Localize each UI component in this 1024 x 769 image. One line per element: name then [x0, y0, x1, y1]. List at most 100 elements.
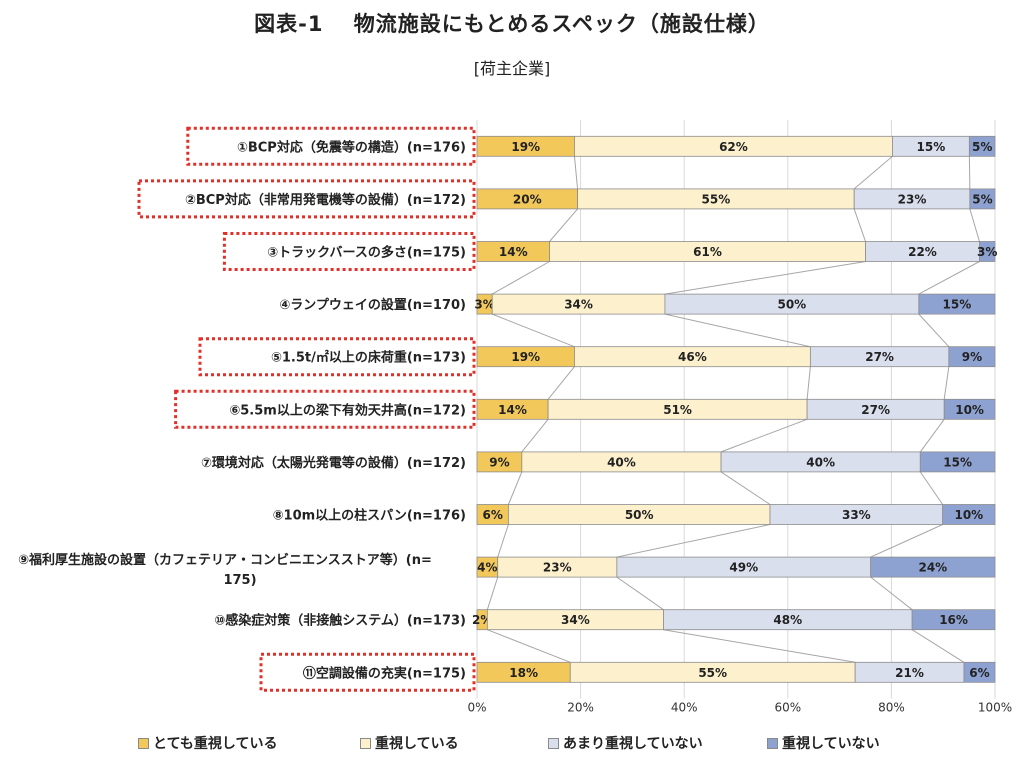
- data-label: 15%: [917, 140, 946, 154]
- data-label: 15%: [943, 455, 972, 469]
- data-label: 19%: [511, 140, 540, 154]
- bar-segment: [870, 556, 996, 578]
- series-line: [853, 208, 866, 242]
- chart-subtitle: [荷主企業]: [473, 59, 551, 78]
- data-label: 9%: [962, 350, 982, 364]
- data-label: 3%: [474, 298, 494, 312]
- series-line: [521, 418, 549, 453]
- data-label: 14%: [498, 403, 527, 417]
- series-line: [969, 208, 980, 242]
- data-label: 4%: [477, 561, 497, 575]
- series-line: [919, 471, 944, 505]
- category-label: ⑧10m以上の柱スパン(n=176): [273, 508, 466, 524]
- data-label: 23%: [543, 561, 572, 575]
- bar-segment: [911, 609, 996, 631]
- x-tick-label: 60%: [774, 701, 801, 715]
- bars: 19% 62% 15% 5% 20% 55% 23% 5% 14% 61% 22% 3% 3% 34% 50…: [472, 135, 997, 683]
- category-label: ⑪空調設備の充実(n=175): [303, 665, 466, 681]
- series-line: [870, 524, 943, 558]
- data-label: 61%: [693, 245, 722, 259]
- data-label: 50%: [777, 298, 806, 312]
- legend-swatch: [767, 737, 778, 749]
- data-label: 16%: [939, 613, 968, 627]
- legend-swatch: [360, 737, 371, 749]
- legend-label: あまり重視していない: [563, 736, 703, 752]
- highlight-box: [186, 126, 476, 166]
- legend-item: あまり重視していない: [548, 733, 703, 753]
- series-line: [616, 576, 664, 611]
- data-label: 5%: [972, 140, 992, 154]
- data-label: 27%: [865, 350, 894, 364]
- data-label: 51%: [663, 403, 692, 417]
- legend-item: 重視している: [360, 733, 459, 753]
- series-line: [497, 524, 509, 558]
- x-tick-label: 0%: [467, 701, 486, 715]
- category-label: ②BCP対応（非常用発電機等の設備）(n=172): [185, 192, 466, 208]
- series-line: [720, 418, 808, 453]
- data-label: 34%: [564, 298, 593, 312]
- highlight-box: [198, 337, 476, 377]
- data-label: 46%: [678, 350, 707, 364]
- chart-title: 図表-1 物流施設にもとめるスペック（施設仕様）: [254, 12, 770, 36]
- data-label: 34%: [561, 613, 590, 627]
- data-label: 48%: [773, 613, 802, 627]
- data-label: 40%: [806, 455, 835, 469]
- series-line: [918, 261, 980, 295]
- series-line: [491, 261, 550, 295]
- highlight-box: [222, 232, 476, 271]
- bar-segment: [979, 241, 996, 262]
- category-label: ⑨福利厚生施設の設置（カフェテリア・コンビニエンスストア等）(n=: [18, 552, 432, 568]
- highlight-box: [259, 652, 476, 692]
- data-label: 3%: [977, 245, 997, 259]
- data-label: 21%: [895, 666, 924, 680]
- legend-swatch: [138, 737, 149, 749]
- data-label: 6%: [483, 508, 503, 522]
- data-label: 5%: [972, 192, 992, 206]
- series-line: [853, 155, 893, 190]
- data-label: 55%: [698, 666, 727, 680]
- category-labels: ①BCP対応（免震等の構造）(n=176) ②BCP対応（非常用発電機等の設備）(…: [18, 139, 466, 681]
- series-line: [720, 471, 771, 505]
- series-line: [492, 313, 575, 348]
- series-line: [870, 576, 913, 611]
- series-line: [616, 524, 771, 558]
- series-line: [919, 419, 945, 453]
- data-label: 20%: [513, 192, 542, 206]
- data-label: 50%: [625, 508, 654, 522]
- series-line: [664, 261, 866, 295]
- data-label: 24%: [918, 561, 947, 575]
- category-label: 175): [223, 573, 256, 588]
- series-line: [507, 471, 523, 505]
- legend-label: 重視していない: [782, 736, 880, 752]
- legend-label: 重視している: [375, 736, 459, 752]
- series-line: [918, 313, 950, 348]
- series-line: [664, 313, 811, 348]
- series-lines: [486, 155, 980, 663]
- legend-label: とても重視している: [153, 736, 278, 752]
- category-label: ⑥5.5m以上の梁下有効天井高(n=172): [229, 402, 466, 418]
- bar-segment: [948, 346, 996, 368]
- category-label: ⑩感染症対策（非接触システム）(n=173): [214, 613, 466, 629]
- data-label: 14%: [499, 245, 528, 259]
- series-line: [547, 366, 575, 400]
- bar-segment: [968, 135, 996, 157]
- series-line: [943, 366, 950, 400]
- data-label: 10%: [955, 403, 984, 417]
- legend-item: とても重視している: [138, 733, 277, 753]
- data-label: 6%: [969, 666, 989, 680]
- series-line: [487, 629, 571, 663]
- x-tick-label: 80%: [878, 701, 905, 715]
- highlight-boxes: [137, 126, 476, 692]
- data-label: 9%: [489, 455, 509, 469]
- data-label: 18%: [509, 666, 538, 680]
- series-line: [911, 629, 965, 663]
- highlight-box: [174, 389, 476, 429]
- series-line: [573, 156, 579, 189]
- data-label: 19%: [511, 350, 540, 364]
- data-label: 27%: [861, 403, 890, 417]
- data-label: 22%: [908, 245, 937, 259]
- bar-segment: [919, 451, 996, 473]
- x-tick-label: 40%: [671, 701, 698, 715]
- data-label: 23%: [898, 192, 927, 206]
